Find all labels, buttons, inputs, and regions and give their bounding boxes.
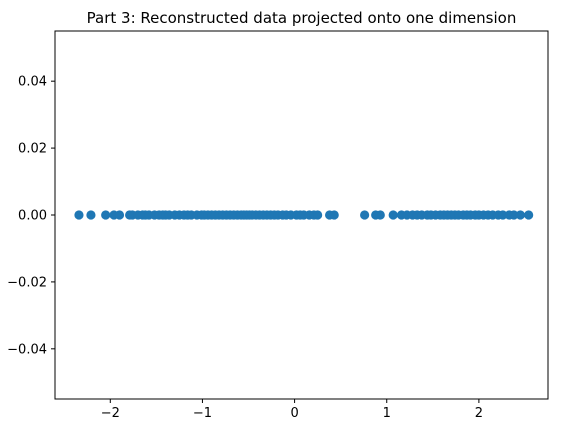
data-point [86,210,96,220]
y-tick-label: 0.02 [18,142,47,157]
y-tick-label: −0.04 [7,342,47,357]
data-point [101,210,111,220]
x-tick-label: −2 [101,406,120,421]
y-tick-label: 0.00 [18,209,47,224]
y-tick-label: −0.02 [7,275,47,290]
y-tick-label: 0.04 [18,75,47,90]
axis-ticks-layer: −2 −1 0 1 2 −0.04 −0.02 0.00 0.02 0.04 [7,75,483,421]
x-tick-label: −1 [193,406,212,421]
data-point [329,210,339,220]
data-point [515,210,525,220]
data-point [498,210,508,220]
data-point [360,210,370,220]
chart-title: Part 3: Reconstructed data projected ont… [87,9,517,27]
x-tick-label: 0 [290,406,298,421]
data-point [375,210,385,220]
x-tick-label: 2 [475,406,483,421]
data-points-layer [74,210,534,220]
data-point [313,210,323,220]
x-tick-label: 1 [383,406,391,421]
data-point [509,210,519,220]
data-point [74,210,84,220]
data-point [388,210,398,220]
data-point [114,210,125,220]
data-point [524,210,534,220]
plot-area-frame [54,30,549,400]
